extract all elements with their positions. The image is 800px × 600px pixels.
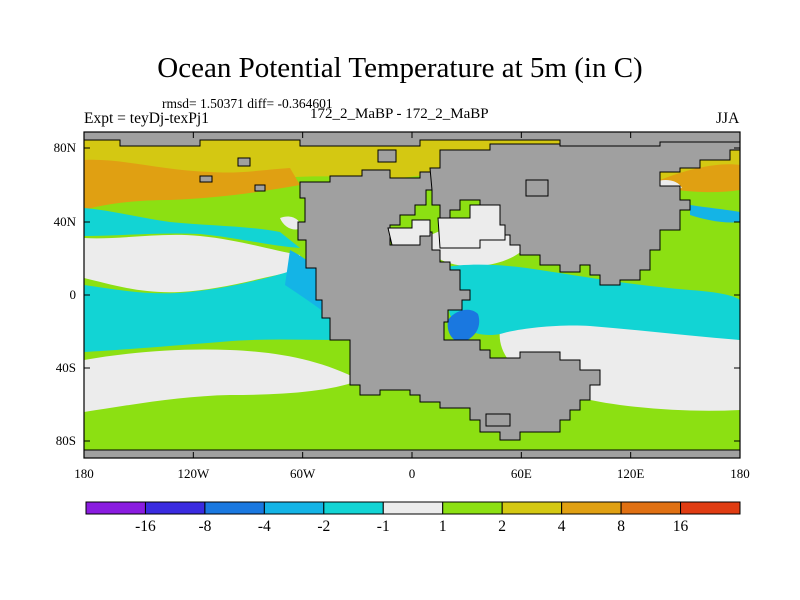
lon-label-1: 120W	[177, 466, 210, 481]
colorbar-label-7: 4	[557, 518, 566, 535]
temperature-field	[84, 132, 740, 458]
colorbar-swatch-6	[442, 501, 503, 515]
colorbar-swatch-9	[620, 501, 682, 515]
experiment-label: Expt = teyDj-texPj1	[84, 110, 209, 127]
lat-label-3: 40S	[55, 360, 76, 375]
colorbar-swatch-5	[382, 501, 444, 515]
lon-label-5: 120E	[616, 466, 645, 481]
land-pangea-west	[297, 169, 601, 441]
band-neg1-to-1-south	[84, 349, 360, 412]
colorbar	[85, 501, 741, 515]
land-small-2	[254, 184, 266, 192]
lon-label-0: 180	[74, 466, 94, 481]
band-4-to-8-arctic	[84, 159, 300, 210]
band-neg4-to-neg2-east	[690, 205, 740, 223]
land-arctic-islet	[377, 149, 397, 163]
lon-label-3: 0	[408, 466, 416, 481]
band-neg8-to-neg4-patch	[447, 309, 480, 342]
lon-label-2: 60W	[290, 466, 316, 481]
band-neg2-to-neg1-atl	[440, 264, 740, 340]
band-neg1-to-1-north	[84, 234, 300, 293]
colorbar-label-8: 8	[617, 518, 625, 535]
axis-ticks	[83, 132, 741, 458]
colorbar-label-9: 16	[672, 518, 689, 535]
colorbar-swatch-0	[85, 501, 146, 515]
land-small-4	[485, 413, 511, 427]
land-small-3	[199, 175, 213, 183]
colorbar-swatch-1	[144, 501, 206, 515]
colorbar-label-2: -4	[257, 518, 271, 535]
inland-sea-north	[437, 204, 506, 249]
colorbar-swatch-4	[323, 501, 384, 515]
colorbar-label-0: -16	[135, 518, 156, 535]
colorbar-label-1: -8	[198, 518, 212, 535]
band-neg1-to-1-sw	[280, 216, 302, 230]
colorbar-swatch-10	[680, 501, 741, 515]
plot-title: Ocean Potential Temperature at 5m (in C)	[157, 52, 643, 84]
colorbar-label-4: -1	[376, 518, 390, 535]
lat-label-1: 40N	[53, 214, 76, 229]
band-neg2-to-neg1-eq	[84, 268, 340, 352]
season-label: JJA	[716, 110, 740, 127]
inland-sea	[387, 219, 431, 246]
colorbar-label-3: -2	[317, 518, 331, 535]
land-inner-islet	[525, 179, 549, 197]
lon-label-4: 60E	[510, 466, 532, 481]
colorbar-label-6: 2	[498, 518, 507, 535]
run-label: 172_2_MaBP - 172_2_MaBP	[310, 106, 489, 122]
lat-label-4: 80S	[55, 433, 76, 448]
colorbar-swatch-2	[204, 501, 265, 515]
colorbar-swatch-7	[501, 501, 563, 515]
band-neg2-to-neg1-tasman	[84, 208, 300, 248]
colorbar-swatch-3	[263, 501, 325, 515]
rmsd-diff-stats: rmsd= 1.50371 diff= -0.364601	[162, 96, 333, 111]
colorbar-label-5: 1	[438, 518, 447, 535]
land-north-rim	[84, 132, 740, 147]
land-small-1	[237, 157, 251, 167]
colorbar-swatch-8	[561, 501, 622, 515]
lat-label-2: 0	[69, 287, 77, 302]
lat-label-0: 80N	[53, 140, 76, 155]
lon-label-6: 180	[730, 466, 750, 481]
